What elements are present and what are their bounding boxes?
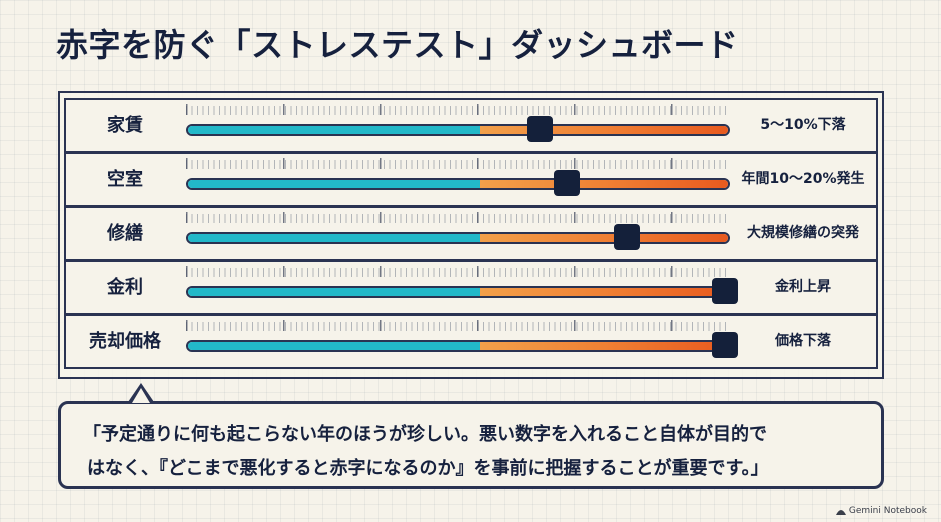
stress-test-panel: 家賃 5〜10%下落 空室 年間10〜20%発生 修繕 大規模修繕の突発 金	[58, 91, 884, 379]
dashboard-title: 赤字を防ぐ「ストレステスト」ダッシュボード	[56, 26, 739, 64]
gauge-risk-segment	[479, 234, 728, 242]
stress-row-repair: 修繕 大規模修繕の突発	[64, 206, 878, 261]
gauge-major-ticks	[186, 212, 730, 223]
gauge-safe-segment	[188, 288, 480, 296]
gauge-risk-segment	[479, 180, 728, 188]
stress-row-scenario: 5〜10%下落	[760, 117, 846, 133]
stress-row-label: 金利	[107, 277, 143, 298]
gauge-track	[186, 232, 730, 244]
gauge-risk-segment	[479, 288, 728, 296]
callout-line-1: 「予定通りに何も起こらない年のほうが珍しい。悪い数字を入れること自体が目的で	[83, 424, 767, 445]
stress-row-label: 家賃	[107, 115, 143, 136]
callout-line-2: はなく、『どこまで悪化すると赤字になるのか』を事前に把握することが重要です。」	[87, 458, 769, 479]
stress-row-sale-price: 売却価格 価格下落	[64, 314, 878, 369]
gauge-safe-segment	[188, 180, 480, 188]
gauge-major-ticks	[186, 158, 730, 169]
stress-row-scenario: 大規模修繕の突発	[747, 225, 859, 241]
quote-callout: 「予定通りに何も起こらない年のほうが珍しい。悪い数字を入れること自体が目的で は…	[58, 401, 884, 489]
watermark: Gemini Notebook	[835, 506, 927, 516]
stress-row-label: 空室	[107, 169, 143, 190]
callout-pointer-fill	[132, 388, 150, 403]
gauge-safe-segment	[188, 234, 480, 242]
stress-row-rent: 家賃 5〜10%下落	[64, 98, 878, 153]
gauge-track	[186, 178, 730, 190]
gauge-major-ticks	[186, 266, 730, 277]
stress-row-vacancy: 空室 年間10〜20%発生	[64, 152, 878, 207]
gauge-risk-segment	[479, 126, 728, 134]
gauge-major-ticks	[186, 104, 730, 115]
stress-row-label: 修繕	[107, 223, 143, 244]
stress-row-scenario: 年間10〜20%発生	[741, 171, 865, 187]
gauge-safe-segment	[188, 126, 480, 134]
stress-row-label: 売却価格	[89, 331, 161, 352]
gauge-knob[interactable]	[613, 224, 640, 250]
gauge-major-ticks	[186, 320, 730, 331]
gauge-knob[interactable]	[711, 278, 738, 304]
stress-row-scenario: 価格下落	[775, 333, 831, 349]
gauge-track	[186, 286, 730, 298]
gauge-knob[interactable]	[711, 332, 738, 358]
gauge-safe-segment	[188, 342, 480, 350]
gauge-knob[interactable]	[526, 116, 553, 142]
watermark-text: Gemini Notebook	[848, 506, 927, 516]
gemini-notebook-icon	[835, 510, 846, 515]
gauge-risk-segment	[479, 342, 728, 350]
stress-row-scenario: 金利上昇	[775, 279, 831, 295]
gauge-track	[186, 340, 730, 352]
stress-row-interest: 金利 金利上昇	[64, 260, 878, 315]
gauge-track	[186, 124, 730, 136]
gauge-knob[interactable]	[553, 170, 580, 196]
